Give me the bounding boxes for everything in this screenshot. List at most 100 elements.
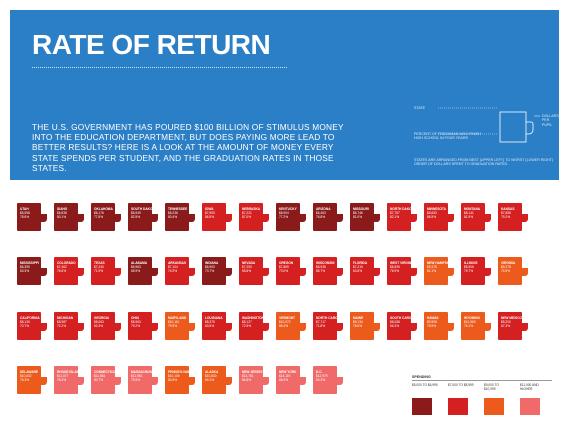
state-cell: DELAWARE $10,832 76.3% — [17, 366, 48, 394]
state-graduation-rate: 85.4% — [279, 324, 289, 328]
state-cell: MAINE $9,134 78.6% — [350, 312, 381, 340]
state-spending: $10,072 — [279, 320, 291, 324]
cup-handle — [520, 268, 528, 276]
state-spending: $7,104 — [168, 265, 178, 269]
state-name: INDIANA — [205, 261, 219, 265]
cup-handle — [150, 268, 158, 276]
spending-legend-title: SPENDING — [412, 375, 431, 379]
state-graduation-rate: 80.1% — [57, 215, 67, 219]
state-name: NEW YORK — [279, 370, 297, 374]
state-name: NEBRASKA — [242, 207, 261, 211]
state-graduation-rate: 65.9% — [131, 269, 141, 273]
state-name: VERMONT — [279, 316, 295, 320]
cup-handle — [76, 268, 84, 276]
cup-handle — [39, 377, 47, 385]
state-graduation-rate: 76.6% — [57, 269, 67, 273]
cup-handle — [39, 214, 47, 222]
state-cell: NORTH DAKOTA $7,757 82.1% — [387, 203, 418, 231]
cup-shape — [424, 312, 448, 340]
state-cell: ARIZONA $6,463 76.8% — [313, 203, 344, 231]
cup-handle — [298, 323, 306, 331]
state-name: WASHINGTON — [242, 316, 264, 320]
cup-handle — [446, 214, 454, 222]
state-name: MISSISSIPPI — [20, 261, 39, 265]
cup-handle — [298, 377, 306, 385]
state-spending: $8,141 — [464, 211, 474, 215]
state-spending: $8,200 — [501, 320, 511, 324]
state-cell: INDIANA $6,900 73.7% — [202, 257, 233, 285]
key-icon — [438, 107, 540, 143]
state-cell: NEW YORK $14,119 68.4% — [276, 366, 307, 394]
state-name: NEW HAMPSHIRE — [427, 261, 455, 265]
state-cell: ILLINOIS $8,906 79.7% — [461, 257, 492, 285]
state-graduation-rate: 80.7% — [94, 378, 104, 382]
cup-shape — [387, 203, 411, 231]
state-spending: $7,215 — [353, 265, 363, 269]
state-graduation-rate: 87.0% — [242, 215, 252, 219]
state-graduation-rate: 60.3% — [316, 378, 326, 382]
cup-shape — [239, 257, 263, 285]
state-name: MISSOURI — [353, 207, 369, 211]
state-cell: COLORADO $7,462 76.6% — [54, 257, 85, 285]
cup-shape — [202, 366, 226, 394]
state-cell: NEVADA $7,250 55.8% — [239, 257, 270, 285]
cup-shape — [202, 203, 226, 231]
state-cell: MISSISSIPPI $6,395 63.3% — [17, 257, 48, 285]
cup-shape — [165, 203, 189, 231]
state-cell: NEW JERSEY $13,781 84.8% — [239, 366, 270, 394]
state-spending: $8,375 — [205, 320, 215, 324]
cup-shape — [387, 257, 411, 285]
cup-shape — [128, 257, 152, 285]
cup-shape — [424, 257, 448, 285]
cup-handle — [224, 323, 232, 331]
cup-handle — [150, 214, 158, 222]
spending-legend-swatch — [484, 398, 504, 415]
cup-shape — [313, 203, 337, 231]
state-graduation-rate: 81.9% — [464, 215, 474, 219]
state-graduation-rate: 72.2% — [57, 324, 67, 328]
state-graduation-rate: 55.8% — [242, 269, 252, 273]
cup-handle — [483, 214, 491, 222]
state-cell: OKLAHOMA $6,176 77.8% — [91, 203, 122, 231]
state-spending: $6,236 — [168, 211, 178, 215]
spending-legend: SPENDING $5,000 TO $6,999 $7,000 TO $8,99… — [394, 365, 559, 415]
spending-legend-swatch — [412, 398, 432, 415]
state-spending: $6,838 — [57, 211, 67, 215]
cup-handle — [150, 377, 158, 385]
state-spending: $11,981 — [131, 374, 143, 378]
cup-shape — [202, 257, 226, 285]
state-spending: $8,653 — [427, 211, 437, 215]
state-cell: GEORGIA $8,063 62.4% — [91, 312, 122, 340]
cup-shape — [202, 312, 226, 340]
cup-shape — [165, 312, 189, 340]
state-spending: $8,063 — [94, 320, 104, 324]
cup-handle — [372, 214, 380, 222]
state-spending: $10,832 — [20, 374, 32, 378]
state-name: IOWA — [205, 207, 214, 211]
state-graduation-rate: 86.5% — [205, 215, 215, 219]
cup-shape — [165, 257, 189, 285]
cup-shape — [165, 366, 189, 394]
state-graduation-rate: 77.2% — [279, 215, 289, 219]
state-cell: ALABAMA $6,963 65.9% — [128, 257, 159, 285]
cup-shape — [54, 366, 78, 394]
cup-shape — [17, 257, 41, 285]
state-cell: NEW HAMPSHIRE $9,375 81.1% — [424, 257, 455, 285]
cup-handle — [261, 214, 269, 222]
state-graduation-rate: 67.3% — [501, 324, 511, 328]
cup-shape — [424, 203, 448, 231]
header-panel: RATE OF RETURN THE U.S. GOVERNMENT HAS P… — [10, 10, 559, 180]
state-spending: $7,462 — [57, 265, 67, 269]
state-name: CONNECTICUT — [94, 370, 118, 374]
cup-handle — [483, 323, 491, 331]
state-graduation-rate: 76.1% — [464, 324, 474, 328]
state-name: MAINE — [353, 316, 364, 320]
cup-shape — [91, 366, 115, 394]
cup-handle — [187, 268, 195, 276]
state-spending: $10,830 — [205, 374, 217, 378]
state-cell: MASSACHUSETTS $11,981 79.5% — [128, 366, 160, 394]
state-graduation-rate: 72.9% — [242, 324, 252, 328]
state-graduation-rate: 78.6% — [20, 215, 30, 219]
cup-shape — [91, 257, 115, 285]
